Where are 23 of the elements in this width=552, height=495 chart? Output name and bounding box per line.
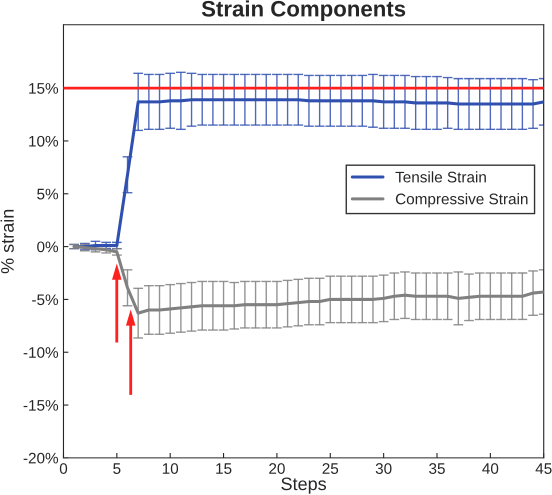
y-tick-label: 0% [37,241,58,252]
x-tick-label: 30 [376,463,392,474]
x-tick-label: 5 [113,463,120,474]
x-tick-label: 20 [269,463,285,474]
y-tick-label: -10% [24,347,58,358]
y-tick-label: -15% [24,400,58,411]
y-tick-label: 5% [37,188,58,200]
y-tick-label: -20% [24,452,58,464]
legend-label: Compressive Strain [396,193,528,208]
legend-label: Tensile Strain [395,171,486,182]
x-tick-label: 25 [322,463,338,474]
x-tick-label: 15 [216,463,232,474]
y-tick-label: -5% [32,294,58,306]
x-tick-label: 35 [429,463,445,474]
x-tick-label: 0 [60,463,68,474]
y-axis-title: % strain [0,210,14,274]
y-tick-label: 10% [29,136,58,147]
x-axis-title: Steps [281,477,326,494]
x-tick-label: 10 [162,463,178,474]
chart-title: Strain Components [202,0,406,22]
x-tick-label: 40 [482,463,498,474]
y-tick-label: 15% [29,83,58,94]
x-tick-label: 45 [536,463,552,474]
